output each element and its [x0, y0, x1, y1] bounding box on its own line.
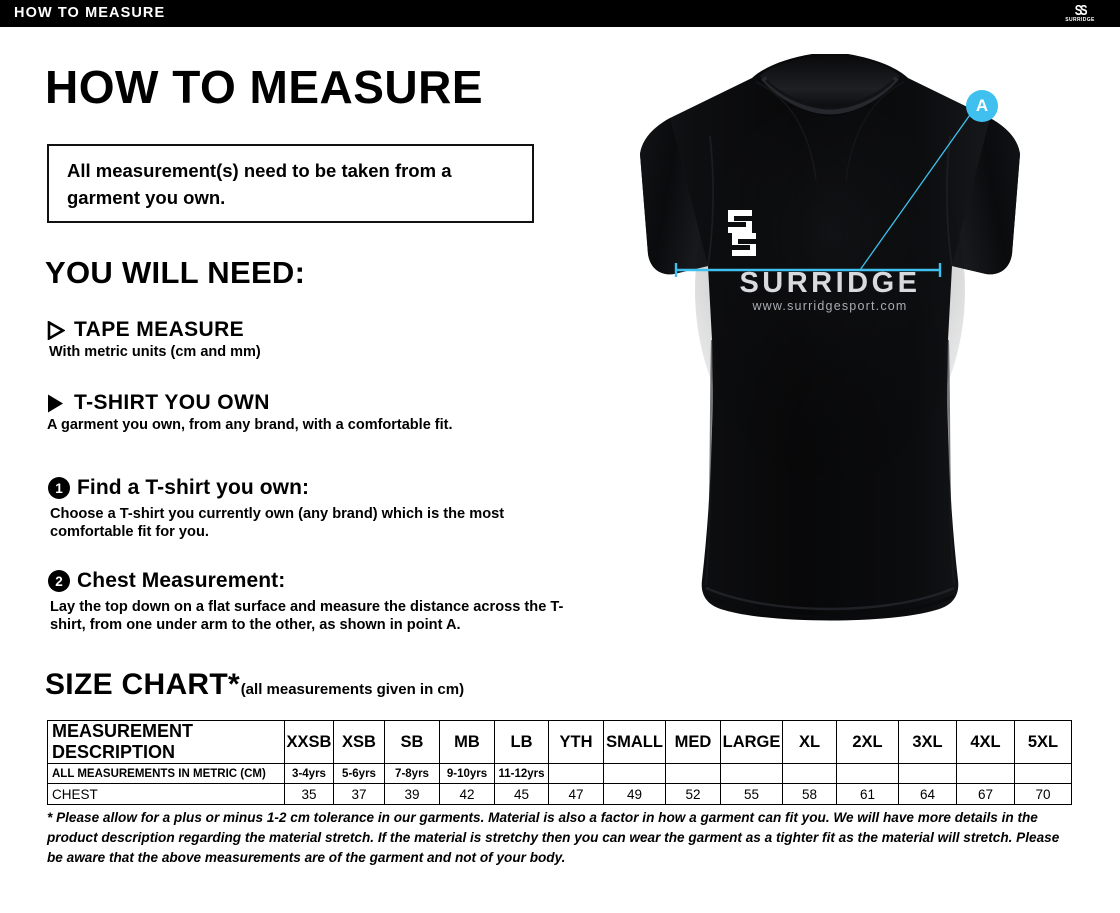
step-number-badge: 2	[48, 570, 70, 592]
top-bar: HOW TO MEASURE SS SURRIDGE	[0, 0, 1120, 27]
callout-text: All measurement(s) need to be taken from…	[67, 159, 452, 208]
step-body: Lay the top down on a flat surface and m…	[50, 599, 564, 633]
triangle-solid-icon	[47, 394, 65, 413]
need-item-tshirt-you-own: T-SHIRT YOU OWN A garment you own, from …	[47, 391, 453, 433]
triangle-outline-icon	[47, 320, 65, 340]
table-cell: 70	[1014, 783, 1072, 805]
table-header-size: 2XL	[836, 720, 899, 764]
table-header-size: 5XL	[1014, 720, 1072, 764]
step-2: 2 Chest Measurement: Lay the top down on…	[48, 569, 590, 634]
table-header-size: MB	[439, 720, 495, 764]
chest-measure-line	[674, 263, 942, 277]
table-cell: 67	[956, 783, 1015, 805]
table-header-description: MEASUREMENT DESCRIPTION	[47, 720, 285, 764]
need-item-tape-measure: TAPE MEASURE With metric units (cm and m…	[47, 318, 261, 360]
size-chart-subtitle: (all measurements given in cm)	[240, 681, 465, 698]
table-header-size: SB	[384, 720, 440, 764]
need-item-title: T-SHIRT YOU OWN	[74, 391, 270, 414]
table-row: ALL MEASUREMENTS IN METRIC (CM) 3-4yrs 5-6…	[47, 763, 1072, 784]
table-header-size: LB	[494, 720, 549, 764]
step-body: Choose a T-shirt you currently own (any …	[50, 506, 505, 540]
table-row-label: CHEST	[47, 783, 285, 805]
size-chart-title: SIZE CHART	[45, 668, 228, 701]
top-bar-title: HOW TO MEASURE	[14, 5, 166, 21]
table-header-size: LARGE	[720, 720, 783, 764]
chest-logo	[728, 210, 756, 256]
table-header-size: 4XL	[956, 720, 1015, 764]
table-cell	[782, 763, 837, 784]
table-row: CHEST 35 37 39 42 45 47 49 52 55 58 61 64 67 70	[47, 783, 1072, 805]
table-header-size: MED	[665, 720, 721, 764]
table-cell: 52	[665, 783, 721, 805]
table-cell: 3-4yrs	[284, 763, 334, 784]
step-number-badge: 1	[48, 477, 70, 499]
callout-box: All measurement(s) need to be taken from…	[47, 144, 534, 223]
table-cell: 55	[720, 783, 783, 805]
need-item-subtitle: A garment you own, from any brand, with …	[47, 417, 453, 433]
table-cell: 35	[284, 783, 334, 805]
table-cell	[898, 763, 957, 784]
size-chart-table: MEASUREMENT DESCRIPTION XXSB XSB SB MB LB YTH S…	[47, 720, 1072, 805]
table-header-size: SMALL	[603, 720, 666, 764]
table-cell	[836, 763, 899, 784]
page-title: HOW TO MEASURE	[45, 61, 484, 113]
table-cell: 58	[782, 783, 837, 805]
svg-text:www.surridgesport.com: www.surridgesport.com	[751, 299, 907, 313]
table-cell	[603, 763, 666, 784]
size-chart-footnote: * Please allow for a plus or minus 1-2 c…	[47, 810, 1060, 865]
table-row-label: ALL MEASUREMENTS IN METRIC (CM)	[47, 763, 285, 784]
step-title: Chest Measurement:	[77, 569, 286, 592]
need-item-subtitle: With metric units (cm and mm)	[49, 344, 261, 360]
table-cell: 37	[333, 783, 385, 805]
table-cell	[665, 763, 721, 784]
table-cell: 39	[384, 783, 440, 805]
table-cell: 11-12yrs	[494, 763, 549, 784]
svg-text:SURRIDGE: SURRIDGE	[739, 267, 920, 299]
size-chart-heading: SIZE CHART * (all measurements given in …	[45, 668, 464, 702]
table-cell: 49	[603, 783, 666, 805]
table-cell: 42	[439, 783, 495, 805]
table-cell: 47	[548, 783, 604, 805]
table-cell	[1014, 763, 1072, 784]
table-cell	[548, 763, 604, 784]
table-cell: 61	[836, 783, 899, 805]
table-header-size: XL	[782, 720, 837, 764]
need-item-title: TAPE MEASURE	[74, 318, 245, 341]
table-cell: 45	[494, 783, 549, 805]
size-chart-asterisk: *	[228, 668, 240, 701]
measure-point-badge-a: A	[966, 90, 998, 122]
you-will-need-heading: YOU WILL NEED:	[45, 255, 306, 290]
table-header-size: 3XL	[898, 720, 957, 764]
surridge-logo-mark: SS	[1074, 2, 1088, 19]
table-cell: 5-6yrs	[333, 763, 385, 784]
tshirt-illustration: SURRIDGE www.surridgesport.com	[560, 40, 1100, 670]
table-header-size: XSB	[333, 720, 385, 764]
table-cell: 9-10yrs	[439, 763, 495, 784]
table-header-size: XXSB	[284, 720, 334, 764]
table-cell: 64	[898, 783, 957, 805]
table-cell	[956, 763, 1015, 784]
table-cell: 7-8yrs	[384, 763, 440, 784]
step-title: Find a T-shirt you own:	[77, 476, 310, 499]
surridge-logo: SS SURRIDGE	[1050, 1, 1110, 26]
table-header-row: MEASUREMENT DESCRIPTION XXSB XSB SB MB LB YTH S…	[47, 720, 1072, 764]
surridge-logo-word: SURRIDGE	[1065, 17, 1095, 23]
table-cell	[720, 763, 783, 784]
table-header-size: YTH	[548, 720, 604, 764]
step-1: 1 Find a T-shirt you own: Choose a T-shi…	[48, 476, 590, 541]
